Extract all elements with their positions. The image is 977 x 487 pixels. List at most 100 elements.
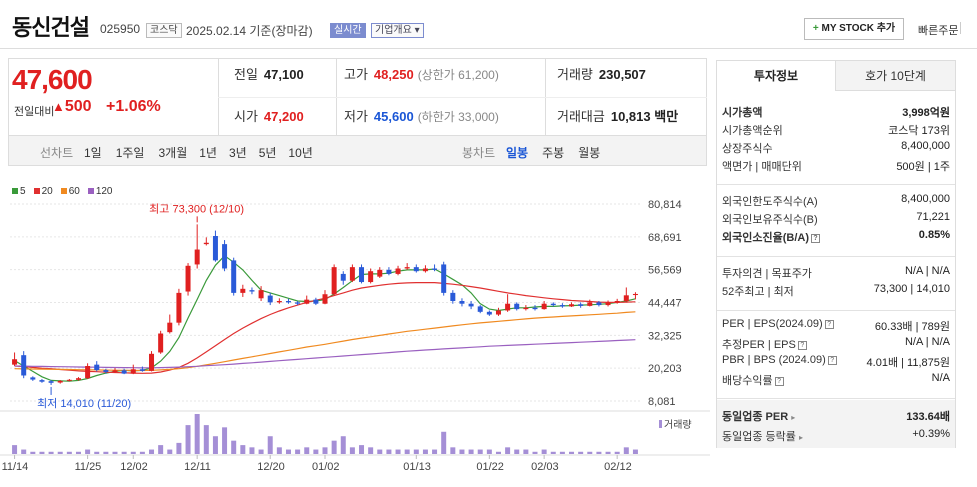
candle-type-tab[interactable]: 월봉	[578, 146, 601, 160]
candle-body	[441, 264, 447, 293]
y-tick-label: 20,203	[648, 363, 682, 375]
candle-body	[167, 322, 173, 333]
tab-investment-info[interactable]: 투자정보	[717, 61, 836, 91]
candle-body	[495, 310, 501, 315]
day-low: 저가 45,600 (하한가 33,000)	[344, 109, 499, 124]
volume-bar	[21, 449, 27, 454]
ma5-line	[14, 255, 636, 382]
info-row: 시가총액 3,998억원	[722, 104, 950, 120]
volume-bar	[386, 449, 392, 454]
period-tab[interactable]: 1년	[199, 146, 217, 160]
volume-bar	[331, 440, 337, 454]
legend-label: 120	[95, 186, 113, 197]
info-row: 52주최고 | 최저 73,300 | 14,010	[722, 283, 950, 299]
period-tab[interactable]: 3년	[228, 146, 247, 160]
candle-type-tab[interactable]: 주봉	[542, 146, 565, 160]
volume-bar	[231, 440, 237, 454]
info-row-value: 4.01배 | 11,875원	[866, 357, 950, 369]
volume-label: 거래량	[664, 419, 692, 431]
mystock-add-button[interactable]: + MY STOCK 추가	[804, 18, 904, 40]
period-bar	[8, 136, 707, 166]
stock-code: 025950	[100, 22, 141, 36]
company-overview-button[interactable]: 기업개요 ▾	[371, 21, 424, 38]
header-divider	[0, 48, 977, 49]
peer-section	[717, 400, 955, 448]
market-tag: 코스닥	[146, 21, 182, 38]
help-icon[interactable]: ?	[774, 376, 784, 386]
candle-body	[313, 299, 319, 304]
tab-hoga[interactable]: 호가 10단계	[836, 61, 955, 91]
candle-body	[149, 353, 155, 371]
candle-body	[587, 302, 593, 306]
volume-bar	[404, 449, 410, 454]
line-chart-label[interactable]: 선차트	[40, 146, 74, 160]
volume-bar	[459, 449, 465, 454]
volume-bar	[477, 449, 483, 454]
candle-body	[386, 269, 392, 274]
info-row-label: 외국인보유주식수(B)	[722, 214, 818, 226]
candle-chart-label[interactable]: 봉차트	[462, 146, 496, 160]
x-tick-label: 12/11	[184, 461, 211, 473]
info-row-label: 시가총액	[722, 107, 763, 119]
candle-body	[203, 242, 209, 245]
volume-bar	[377, 449, 383, 454]
period-tab[interactable]: 5년	[258, 146, 277, 160]
legend-swatch	[12, 188, 18, 195]
volume-bar	[185, 425, 191, 454]
candle-body	[285, 301, 291, 303]
help-icon[interactable]: ?	[824, 319, 834, 329]
x-tick-label: 02/12	[604, 461, 632, 473]
period-tab[interactable]: 1일	[84, 146, 102, 160]
x-tick-label: 01/02	[312, 461, 340, 473]
info-row-value: 73,300 | 14,010	[873, 283, 950, 295]
candle-body	[541, 303, 547, 310]
current-price: 47,600	[12, 64, 93, 95]
volume-bar	[267, 436, 273, 454]
stock-name: 동신건설	[12, 15, 90, 40]
info-row-value: N/A | N/A	[904, 265, 950, 277]
trade-amount: 거래대금 10,813 백만	[557, 109, 679, 124]
candle-body	[413, 267, 419, 272]
candle-body	[368, 271, 374, 283]
volume-bar	[194, 414, 200, 454]
help-icon[interactable]: ?	[797, 340, 807, 350]
info-row: 시가총액순위 코스닥 173위	[722, 122, 950, 138]
quote-date: 2025.02.14 기준(장마감)	[186, 24, 313, 38]
period-tab[interactable]: 10년	[288, 146, 313, 160]
help-icon[interactable]: ?	[827, 355, 837, 365]
candle-body	[377, 269, 383, 277]
x-tick-label: 12/20	[257, 461, 285, 473]
realtime-button[interactable]: 실시간	[330, 21, 366, 38]
stock-chart[interactable]: 80,814 68,691 56,569 44,447 32,325 20,203 8,08…	[0, 196, 710, 487]
candle-type-tab[interactable]: 일봉	[506, 146, 529, 160]
peer-change-row: 동일업종 등락률 ▸ +0.39%	[722, 428, 950, 443]
candle-body	[477, 306, 483, 312]
volume-bar	[395, 449, 401, 454]
candle-body	[276, 301, 282, 303]
period-tab[interactable]: 3개월	[158, 146, 188, 160]
info-row-label: 액면가 | 매매단위	[722, 161, 802, 173]
candle-body	[158, 333, 164, 353]
volume-bar	[541, 449, 547, 454]
candle-body	[569, 304, 575, 307]
candle-type-tabs: 일봉 주봉 월봉	[506, 144, 614, 161]
triangle-up-icon: ▲	[52, 99, 65, 114]
candle-body	[632, 293, 638, 296]
volume-bar	[368, 447, 374, 454]
volume-bar	[313, 449, 319, 454]
volume-bar	[222, 427, 228, 454]
divider	[218, 97, 707, 98]
candle-body	[103, 370, 109, 372]
info-row: 외국인보유주식수(B) 71,221	[722, 211, 950, 227]
y-tick-label: 80,814	[648, 199, 682, 211]
help-icon[interactable]: ?	[811, 233, 820, 243]
candle-body	[304, 299, 310, 304]
quick-order-link[interactable]: 빠른주문	[918, 25, 959, 37]
candle-body	[267, 295, 273, 303]
x-tick-label: 11/25	[75, 461, 102, 473]
volume-bar	[258, 449, 264, 454]
candle-body	[596, 302, 602, 306]
volume-bar	[12, 445, 18, 454]
divider	[960, 22, 968, 34]
period-tab[interactable]: 1주일	[115, 146, 145, 160]
